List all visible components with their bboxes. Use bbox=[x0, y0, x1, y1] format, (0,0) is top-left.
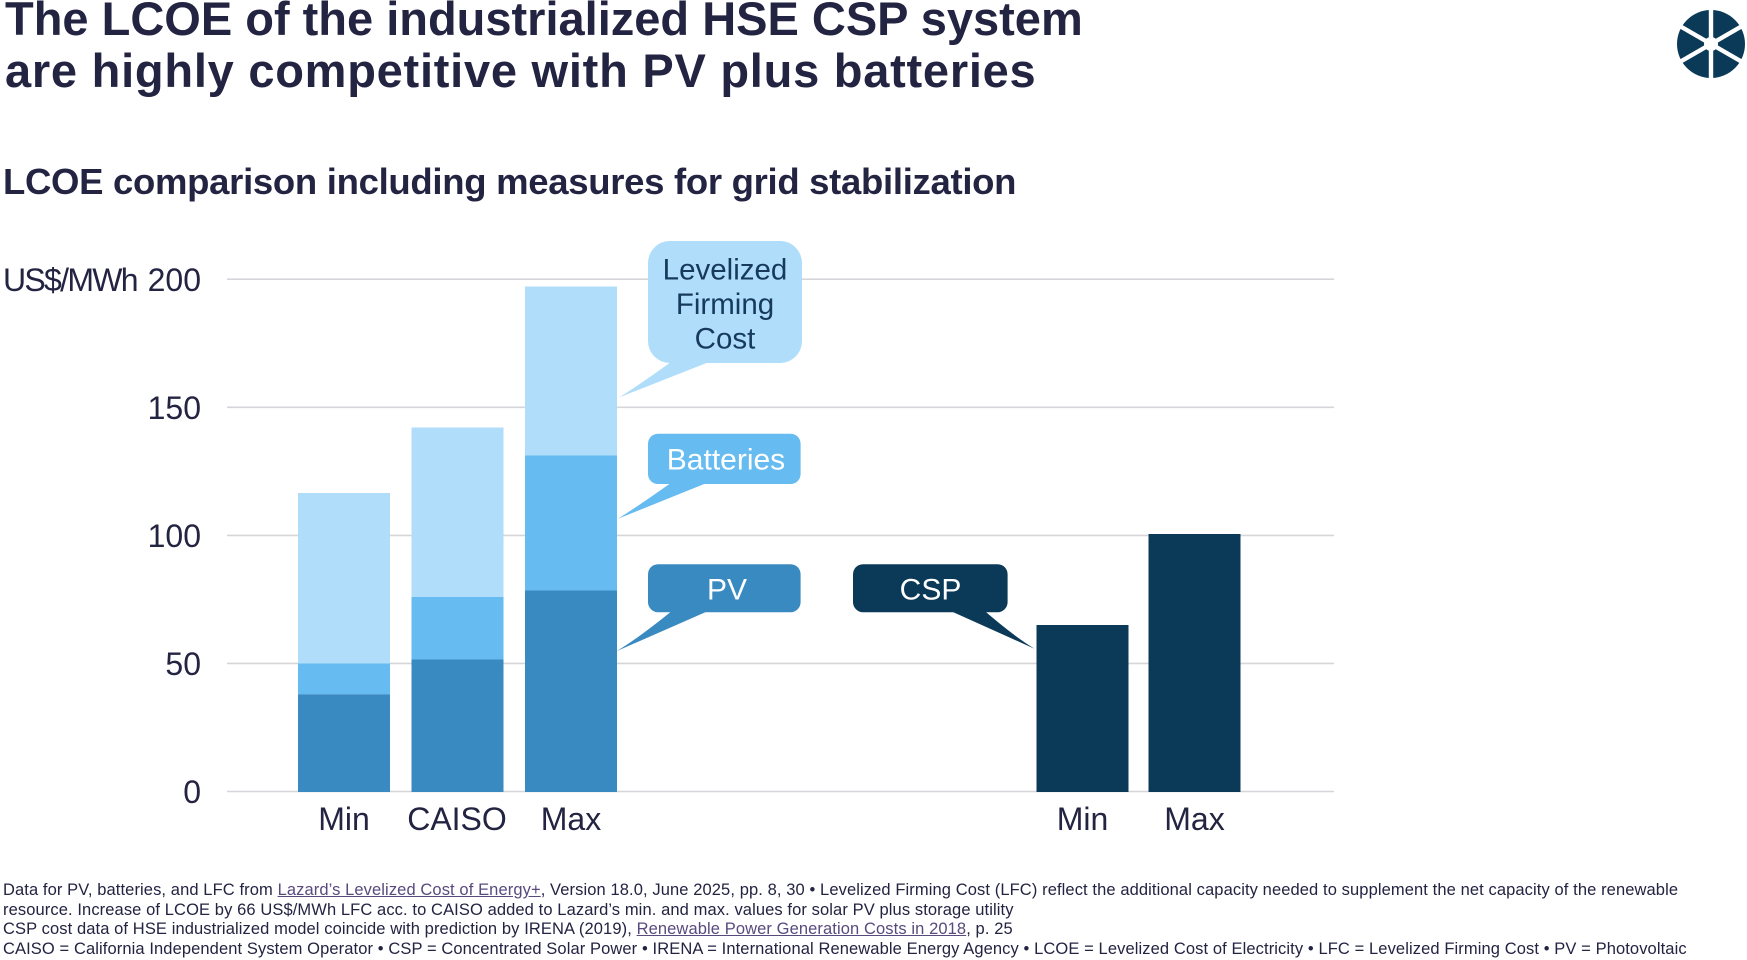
svg-text:Min: Min bbox=[318, 801, 370, 837]
svg-text:Max: Max bbox=[1164, 801, 1224, 837]
svg-text:150: 150 bbox=[148, 390, 201, 426]
svg-text:US$/MWh: US$/MWh bbox=[3, 262, 137, 298]
svg-text:100: 100 bbox=[148, 518, 201, 554]
svg-text:Batteries: Batteries bbox=[667, 444, 785, 477]
svg-text:Max: Max bbox=[541, 801, 601, 837]
svg-text:Cost: Cost bbox=[695, 323, 756, 356]
svg-text:200: 200 bbox=[148, 262, 201, 298]
svg-text:Min: Min bbox=[1057, 801, 1109, 837]
svg-text:Levelized: Levelized bbox=[663, 254, 788, 287]
svg-text:0: 0 bbox=[183, 774, 201, 810]
svg-text:Firming: Firming bbox=[676, 288, 774, 321]
svg-text:CSP: CSP bbox=[900, 574, 962, 607]
svg-text:PV: PV bbox=[707, 574, 747, 607]
svg-text:50: 50 bbox=[165, 646, 201, 682]
svg-text:CAISO: CAISO bbox=[407, 801, 507, 837]
